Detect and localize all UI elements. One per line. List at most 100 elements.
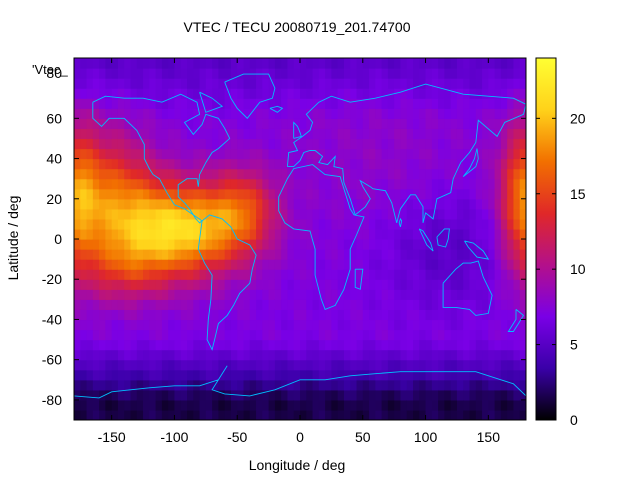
- heatmap-cell: [369, 379, 376, 391]
- heatmap-cell: [230, 58, 238, 69]
- heatmap-cell: [143, 379, 150, 391]
- heatmap-cell: [168, 88, 176, 99]
- heatmap-cell: [337, 259, 345, 270]
- heatmap-cell: [362, 289, 370, 300]
- heatmap-cell: [325, 178, 332, 190]
- heatmap-cell: [419, 188, 427, 200]
- heatmap-cell: [325, 78, 332, 89]
- heatmap-cell: [350, 218, 358, 230]
- heatmap-cell: [381, 108, 389, 119]
- heatmap-cell: [494, 228, 502, 240]
- heatmap-cell: [74, 148, 81, 160]
- heatmap-cell: [74, 259, 81, 270]
- heatmap-cell: [369, 88, 376, 99]
- y-tick-label: -80: [42, 392, 62, 408]
- heatmap-cell: [230, 68, 238, 79]
- heatmap-cell: [337, 228, 345, 240]
- heatmap-cell: [193, 369, 201, 381]
- heatmap-cell: [205, 349, 213, 361]
- heatmap-cell: [482, 78, 489, 89]
- heatmap-cell: [331, 319, 339, 331]
- heatmap-cell: [174, 198, 182, 210]
- heatmap-cell: [111, 68, 119, 79]
- heatmap-cell: [394, 138, 402, 150]
- heatmap-cell: [155, 208, 163, 220]
- heatmap-cell: [343, 269, 351, 280]
- heatmap-cell: [111, 148, 119, 160]
- heatmap-cell: [381, 128, 389, 140]
- heatmap-cell: [450, 329, 458, 341]
- heatmap-cell: [117, 118, 125, 129]
- heatmap-cell: [237, 359, 245, 371]
- heatmap-cell: [212, 108, 219, 119]
- heatmap-cell: [337, 329, 345, 341]
- heatmap-cell: [180, 158, 188, 170]
- heatmap-cell: [205, 269, 213, 280]
- heatmap-cell: [92, 259, 100, 270]
- heatmap-cell: [519, 379, 526, 391]
- heatmap-cell: [105, 118, 113, 129]
- heatmap-cell: [500, 249, 508, 260]
- heatmap-cell: [362, 379, 370, 391]
- heatmap-cell: [256, 289, 263, 300]
- heatmap-cell: [343, 178, 351, 190]
- heatmap-cell: [218, 399, 226, 411]
- colorbar-tick-label: 5: [570, 337, 578, 353]
- heatmap-cell: [274, 329, 282, 341]
- heatmap-cell: [287, 289, 295, 300]
- heatmap-cell: [318, 88, 326, 99]
- heatmap-cell: [174, 178, 182, 190]
- heatmap-cell: [187, 319, 194, 331]
- heatmap-cell: [331, 349, 339, 361]
- heatmap-cell: [381, 188, 389, 200]
- heatmap-cell: [343, 359, 351, 371]
- heatmap-cell: [519, 319, 526, 331]
- heatmap-cell: [431, 389, 439, 401]
- heatmap-cell: [237, 409, 245, 420]
- colorbar: [535, 57, 557, 421]
- heatmap-cell: [180, 329, 188, 341]
- heatmap-cell: [325, 329, 332, 341]
- heatmap-cell: [362, 329, 370, 341]
- heatmap-cell: [306, 389, 314, 401]
- heatmap-cell: [193, 289, 201, 300]
- heatmap-cell: [149, 269, 157, 280]
- heatmap-cell: [507, 168, 515, 180]
- heatmap-cell: [193, 208, 201, 220]
- heatmap-cell: [513, 88, 521, 99]
- heatmap-cell: [375, 279, 383, 290]
- heatmap-cell: [92, 98, 100, 109]
- heatmap-cell: [325, 239, 332, 250]
- heatmap-cell: [519, 218, 526, 230]
- heatmap-cell: [300, 128, 307, 140]
- heatmap-cell: [350, 178, 358, 190]
- heatmap-cell: [124, 228, 132, 240]
- heatmap-cell: [143, 168, 150, 180]
- heatmap-cell: [174, 98, 182, 109]
- heatmap-cell: [450, 208, 458, 220]
- heatmap-cell: [224, 88, 232, 99]
- heatmap-cell: [224, 389, 232, 401]
- heatmap-cell: [381, 319, 389, 331]
- heatmap-cell: [456, 108, 464, 119]
- heatmap-cell: [218, 319, 226, 331]
- heatmap-cell: [413, 118, 420, 129]
- heatmap-cell: [168, 108, 176, 119]
- heatmap-cell: [431, 198, 439, 210]
- heatmap-cell: [306, 148, 314, 160]
- heatmap-cell: [205, 188, 213, 200]
- heatmap-cell: [174, 279, 182, 290]
- heatmap-cell: [337, 309, 345, 321]
- heatmap-cell: [268, 58, 276, 69]
- heatmap-cell: [387, 78, 395, 89]
- heatmap-cell: [450, 389, 458, 401]
- heatmap-cell: [256, 299, 263, 310]
- heatmap-cell: [413, 108, 420, 119]
- heatmap-cell: [494, 359, 502, 371]
- heatmap-cell: [80, 339, 88, 351]
- heatmap-cell: [149, 379, 157, 391]
- heatmap-cell: [387, 339, 395, 351]
- heatmap-cell: [369, 409, 376, 420]
- x-tick-label: -150: [98, 429, 126, 445]
- heatmap-cell: [99, 218, 106, 230]
